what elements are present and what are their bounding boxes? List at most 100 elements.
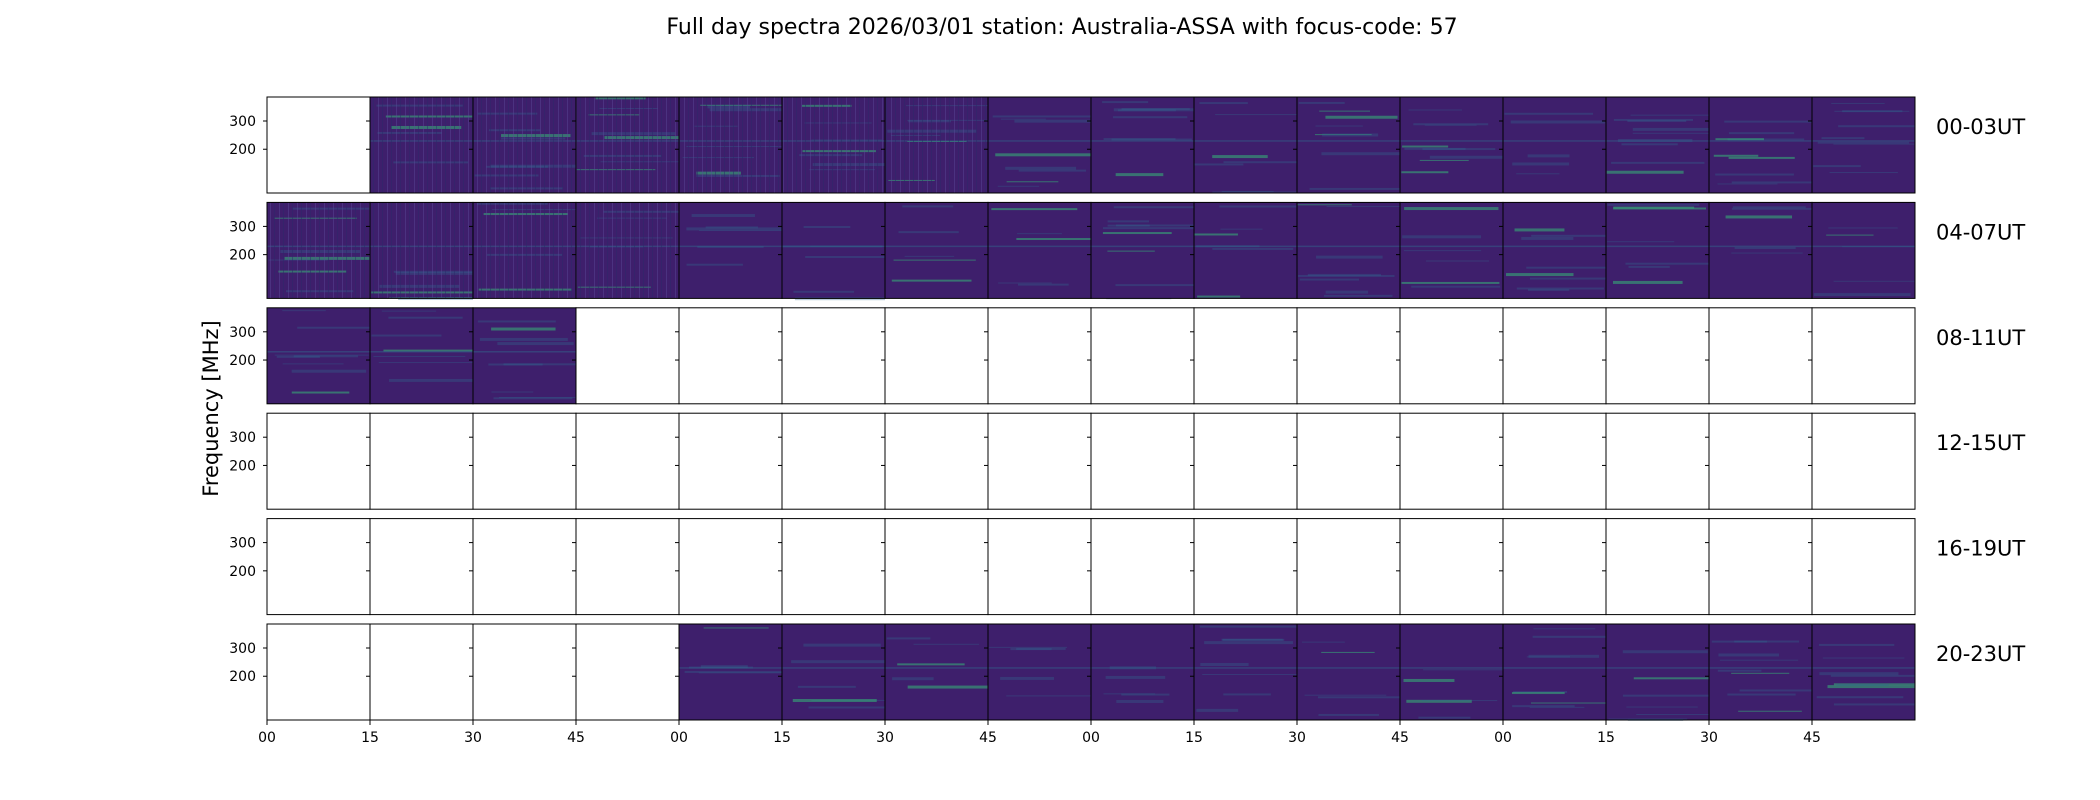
spectral-band [1816,696,1904,699]
spectral-band [1533,628,1596,630]
spectral-band [988,646,1067,648]
spectral-band [388,316,463,319]
spectra-row-12-15UT: 200 300 12-15UT [229,412,2025,510]
spectral-band [479,337,568,341]
panel-16-19UT-0 [263,518,371,616]
spectral-band [1107,224,1150,227]
spectral-band [793,290,855,293]
row-label: 00-03UT [1936,115,2025,139]
spectral-band [1711,640,1767,643]
row-label: 16-19UT [1936,537,2025,561]
spectra-row-00-03UT: 200 300 00-03UT [229,96,2025,194]
spectral-band [1715,138,1764,141]
spectrogram-fill [473,307,576,404]
panel-16-19UT-4 [675,518,783,616]
spectral-band [891,279,972,282]
spectral-band [373,355,466,357]
spectral-band [1718,653,1780,657]
panel-00-03UT-4 [675,96,783,194]
empty-panel [267,624,370,720]
spectral-band [1611,161,1705,164]
empty-panel [370,413,473,510]
rfi-line [679,667,782,669]
spectral-band [297,326,370,329]
spectral-band [893,259,976,261]
empty-panel [1297,413,1400,510]
spectrogram-fill [782,624,885,720]
spectral-band [1425,260,1490,262]
spectral-band [1728,132,1795,135]
empty-panel [885,518,988,615]
rfi-line [1606,245,1709,248]
panel-16-19UT-2 [469,518,577,616]
spectrogram-fill [679,202,782,299]
spectral-band [1307,273,1381,276]
rfi-line [988,245,1091,248]
spectral-band [1121,693,1170,696]
spectral-band [1017,283,1069,286]
spectrogram-fill [1297,202,1400,299]
panel-00-03UT-6 [881,96,989,194]
panel-08-11UT-2 [469,307,577,405]
spectral-band [1617,139,1693,143]
row-label: 12-15UT [1936,431,2025,455]
spectrogram-fill [1812,624,1915,720]
rfi-line [473,351,576,353]
empty-panel [1091,307,1194,404]
x-tick-label: 30 [876,730,894,746]
y-tick-label: 200 [229,564,256,580]
spectral-band [1821,137,1865,140]
panel-04-07UT-3 [572,201,680,299]
spectral-band [1715,173,1794,176]
spectral-band [1734,247,1796,250]
rfi-line [885,667,988,669]
spectral-band [498,397,576,399]
rfi-line [1709,667,1812,669]
spectral-band [797,685,856,688]
spectral-band [1725,215,1793,219]
rfi-line [267,351,370,353]
spectral-band [1516,287,1604,290]
spectral-band [902,205,954,208]
spectral-band [1309,187,1400,190]
spectral-band [1731,181,1812,184]
spectral-band [1528,288,1570,291]
spectral-band [1626,706,1698,708]
spectral-band [1212,191,1297,193]
rfi-line [1812,667,1915,669]
spectral-band [1221,638,1283,641]
panel-20-23UT-1 [366,623,474,721]
spectral-band [1018,169,1087,172]
empty-panel [1194,413,1297,510]
row-label: 20-23UT [1936,642,2025,666]
spectral-band [1813,293,1911,297]
panel-16-19UT-6 [881,518,989,616]
spectrogram-fill [1606,624,1709,720]
spectral-band [699,229,782,231]
rfi-line [1091,140,1194,142]
x-tick-label: 00 [670,730,688,746]
panel-20-23UT-4 [675,623,783,721]
spectral-band [491,391,534,393]
spectral-band [886,637,931,640]
rfi-line [1297,245,1400,248]
spectral-band [1103,693,1156,695]
streak-texture [473,97,576,193]
spectral-band [1196,708,1239,712]
spectral-band [1526,656,1571,658]
spectral-band [497,342,574,346]
spectral-band [1719,659,1799,661]
empty-panel [885,307,988,404]
spectral-band [1510,120,1605,124]
panel-16-19UT-3 [572,518,680,616]
spectral-band [1833,143,1915,145]
panel-16-19UT-9 [1190,518,1298,616]
spectral-band [1724,120,1812,123]
empty-panel [1091,518,1194,615]
spectral-band [791,660,885,664]
panel-00-03UT-14 [1705,96,1813,194]
rfi-line [1194,245,1297,248]
spectral-band [381,310,437,312]
empty-panel [988,307,1091,404]
